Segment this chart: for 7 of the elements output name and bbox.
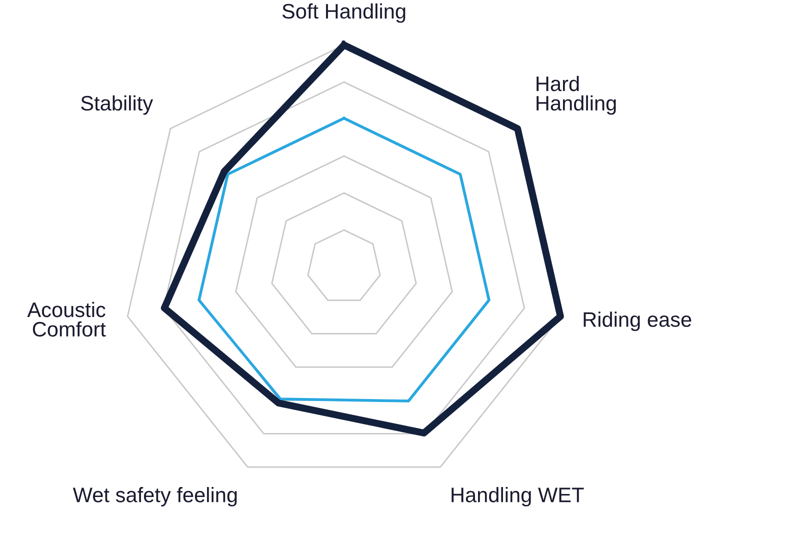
spoke-label: Acoustic Comfort xyxy=(27,302,106,337)
spoke-label: Riding ease xyxy=(584,312,692,332)
spoke-label: Hard Handling xyxy=(536,76,616,115)
spoke-label: Handling WET xyxy=(452,487,584,506)
spoke-label: Stability xyxy=(81,95,154,115)
spoke-label: Wet safety feeling xyxy=(72,487,237,506)
spoke-label: Soft Handling xyxy=(282,3,406,23)
